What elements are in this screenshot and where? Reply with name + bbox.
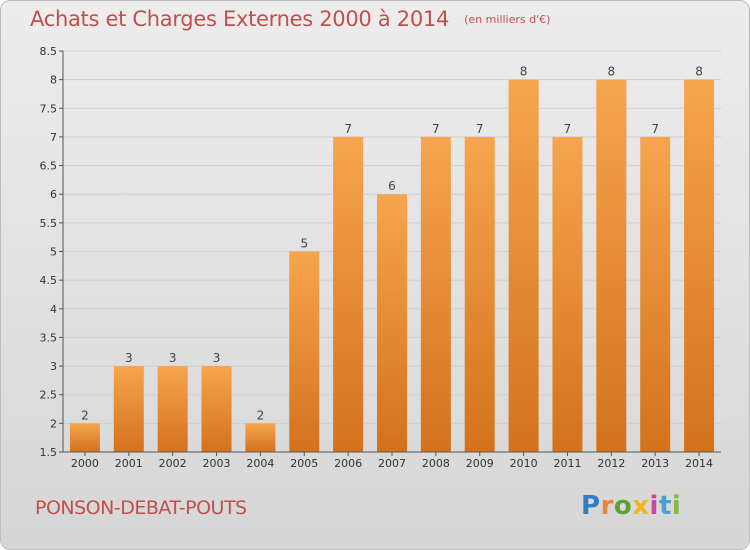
proxiti-logo[interactable]: Proxiti (581, 491, 681, 521)
y-tick-label: 3 (50, 360, 57, 373)
data-label: 7 (476, 122, 484, 136)
data-label: 5 (300, 237, 308, 251)
bar (245, 423, 276, 452)
logo-letter: r (600, 491, 614, 521)
x-tick-label: 2003 (203, 457, 231, 470)
y-tick-label: 4 (50, 303, 57, 316)
logo-letter: o (613, 491, 633, 521)
data-label: 7 (344, 122, 352, 136)
bar (464, 136, 495, 452)
y-tick-label: 7.5 (40, 102, 58, 115)
title-unit: (en milliers d'€) (464, 13, 551, 26)
y-tick-label: 3.5 (40, 331, 58, 344)
logo-letter: i (649, 491, 659, 521)
x-tick-label: 2005 (290, 457, 318, 470)
y-tick-label: 8 (50, 74, 57, 87)
logo-letter: P (581, 491, 601, 521)
data-label: 8 (520, 65, 528, 79)
chart-title: Achats et Charges Externes 2000 à 2014 (… (30, 7, 550, 31)
location-name: PONSON-DEBAT-POUTS (35, 497, 247, 519)
data-label: 6 (388, 179, 396, 193)
y-tick-label: 1.5 (40, 446, 58, 459)
bar (552, 136, 583, 452)
y-tick-label: 7 (50, 131, 57, 144)
x-tick-label: 2009 (466, 457, 494, 470)
bar (289, 251, 320, 452)
x-tick-label: 2007 (378, 457, 406, 470)
x-tick-label: 2012 (597, 457, 625, 470)
bar (420, 136, 451, 452)
logo-letter: t (658, 491, 672, 521)
bar (684, 79, 715, 453)
y-tick-label: 6 (50, 188, 57, 201)
x-tick-label: 2011 (553, 457, 581, 470)
y-tick-label: 5.5 (40, 217, 58, 230)
bar (377, 194, 407, 452)
data-label: 3 (213, 351, 221, 365)
bar (333, 136, 364, 452)
bar (201, 366, 232, 452)
x-tick-label: 2008 (422, 457, 450, 470)
logo-letter: x (632, 491, 650, 521)
x-tick-label: 2006 (334, 457, 362, 470)
x-tick-label: 2013 (641, 457, 669, 470)
y-tick-label: 8.5 (40, 45, 58, 58)
data-label: 3 (169, 351, 177, 365)
logo-letter: i (671, 491, 682, 521)
x-tick-label: 2014 (685, 457, 713, 470)
bar (596, 79, 627, 453)
data-label: 7 (651, 122, 659, 136)
x-tick-label: 2004 (246, 457, 274, 470)
y-tick-label: 6.5 (40, 160, 58, 173)
data-label: 2 (257, 408, 265, 422)
x-tick-label: 2000 (71, 457, 99, 470)
data-label: 8 (608, 65, 616, 79)
bar (113, 366, 144, 452)
title-text: Achats et Charges Externes 2000 à 2014 (30, 7, 450, 31)
y-tick-label: 2.5 (40, 389, 58, 402)
bar (69, 423, 100, 452)
bar (640, 136, 671, 452)
bar (508, 79, 539, 453)
data-label: 8 (695, 65, 703, 79)
data-label: 7 (432, 122, 440, 136)
data-label: 7 (564, 122, 572, 136)
x-tick-label: 2002 (159, 457, 187, 470)
y-tick-label: 5 (50, 246, 57, 259)
x-tick-label: 2010 (510, 457, 538, 470)
y-tick-label: 4.5 (40, 274, 58, 287)
x-tick-label: 2001 (115, 457, 143, 470)
data-label: 3 (125, 351, 133, 365)
bar (157, 366, 188, 452)
data-label: 2 (81, 408, 89, 422)
y-tick-label: 2 (50, 417, 57, 430)
